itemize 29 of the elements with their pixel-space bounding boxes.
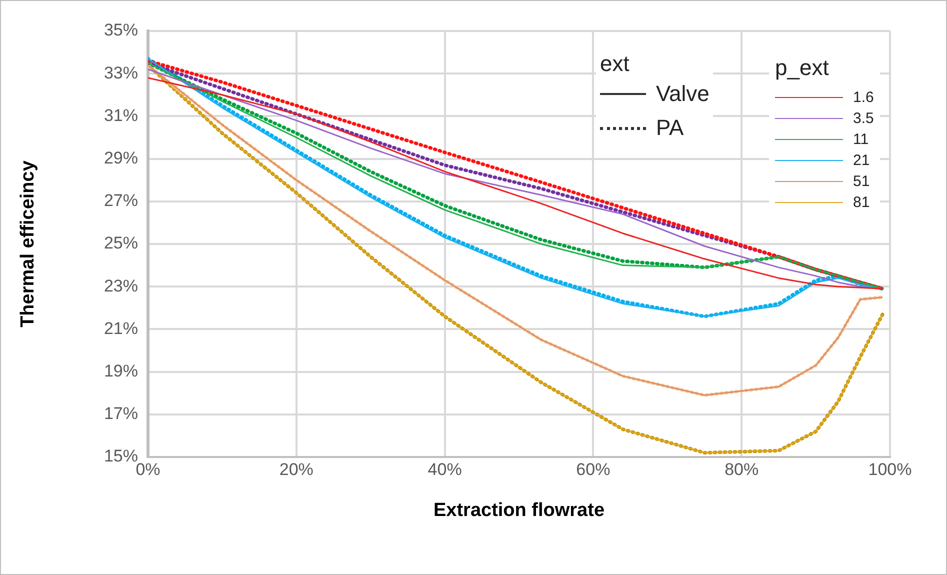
legend-label: 81 xyxy=(853,194,870,211)
y-tick-label: 29% xyxy=(104,148,138,168)
y-tick-label: 15% xyxy=(104,446,138,466)
y-tick-label: 35% xyxy=(104,20,138,40)
x-tick-label: 40% xyxy=(428,460,462,479)
legend-label: 3.5 xyxy=(853,110,874,127)
y-tick-label: 27% xyxy=(104,191,138,210)
y-tick-label: 31% xyxy=(104,106,138,125)
y-tick-label: 19% xyxy=(104,361,138,380)
y-tick-label: 21% xyxy=(104,318,138,338)
y-tick-label: 23% xyxy=(104,276,138,296)
x-tick-label: 0% xyxy=(136,460,160,479)
legend-label: 21 xyxy=(853,152,870,169)
annotation: ext xyxy=(600,51,630,77)
legend-label: 1.6 xyxy=(853,89,874,106)
annotation: Valve xyxy=(656,81,710,107)
x-tick-label: 20% xyxy=(279,460,314,479)
y-tick-label: 17% xyxy=(104,404,138,424)
y-tick-label: 25% xyxy=(104,234,138,253)
legend-label: 11 xyxy=(853,131,869,148)
legend-label: 51 xyxy=(853,173,870,190)
x-tick-label: 100% xyxy=(868,460,912,479)
x-tick-label: 60% xyxy=(576,460,610,479)
x-axis-title: Extraction flowrate xyxy=(433,500,605,521)
x-tick-label: 80% xyxy=(724,460,759,479)
y-tick-label: 33% xyxy=(104,63,138,82)
legend-title: p_ext xyxy=(775,55,830,81)
annotation: PA xyxy=(656,115,684,141)
y-axis-title: Thermal efficeincy xyxy=(18,160,39,328)
